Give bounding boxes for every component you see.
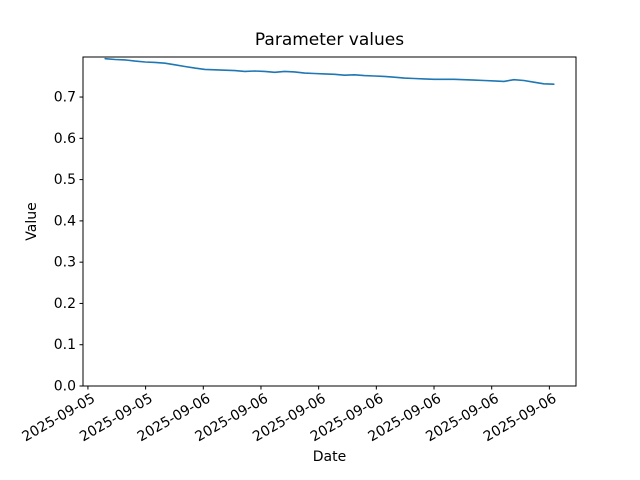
y-tick-label: 0.7 xyxy=(54,90,76,106)
y-tick-label: 0.4 xyxy=(54,213,76,229)
y-tick-label: 0.2 xyxy=(54,296,76,312)
y-tick-label: 0.6 xyxy=(54,131,76,147)
plot-border xyxy=(82,56,577,387)
y-tick-label: 0.3 xyxy=(54,255,76,271)
y-axis-ticks: 0.0 0.1 0.2 0.3 0.4 0.5 0.6 0.7 xyxy=(54,90,83,395)
x-axis-label: Date xyxy=(313,449,346,465)
data-series-line xyxy=(104,57,555,85)
x-axis-ticks: 2025-09-052025-09-052025-09-062025-09-06… xyxy=(19,386,559,445)
y-tick-label: 0.1 xyxy=(54,337,76,353)
y-tick-label: 0.5 xyxy=(54,172,76,188)
y-tick-label: 0.0 xyxy=(54,379,76,395)
chart-title: Parameter values xyxy=(255,30,404,50)
y-axis-label: Value xyxy=(24,202,40,240)
